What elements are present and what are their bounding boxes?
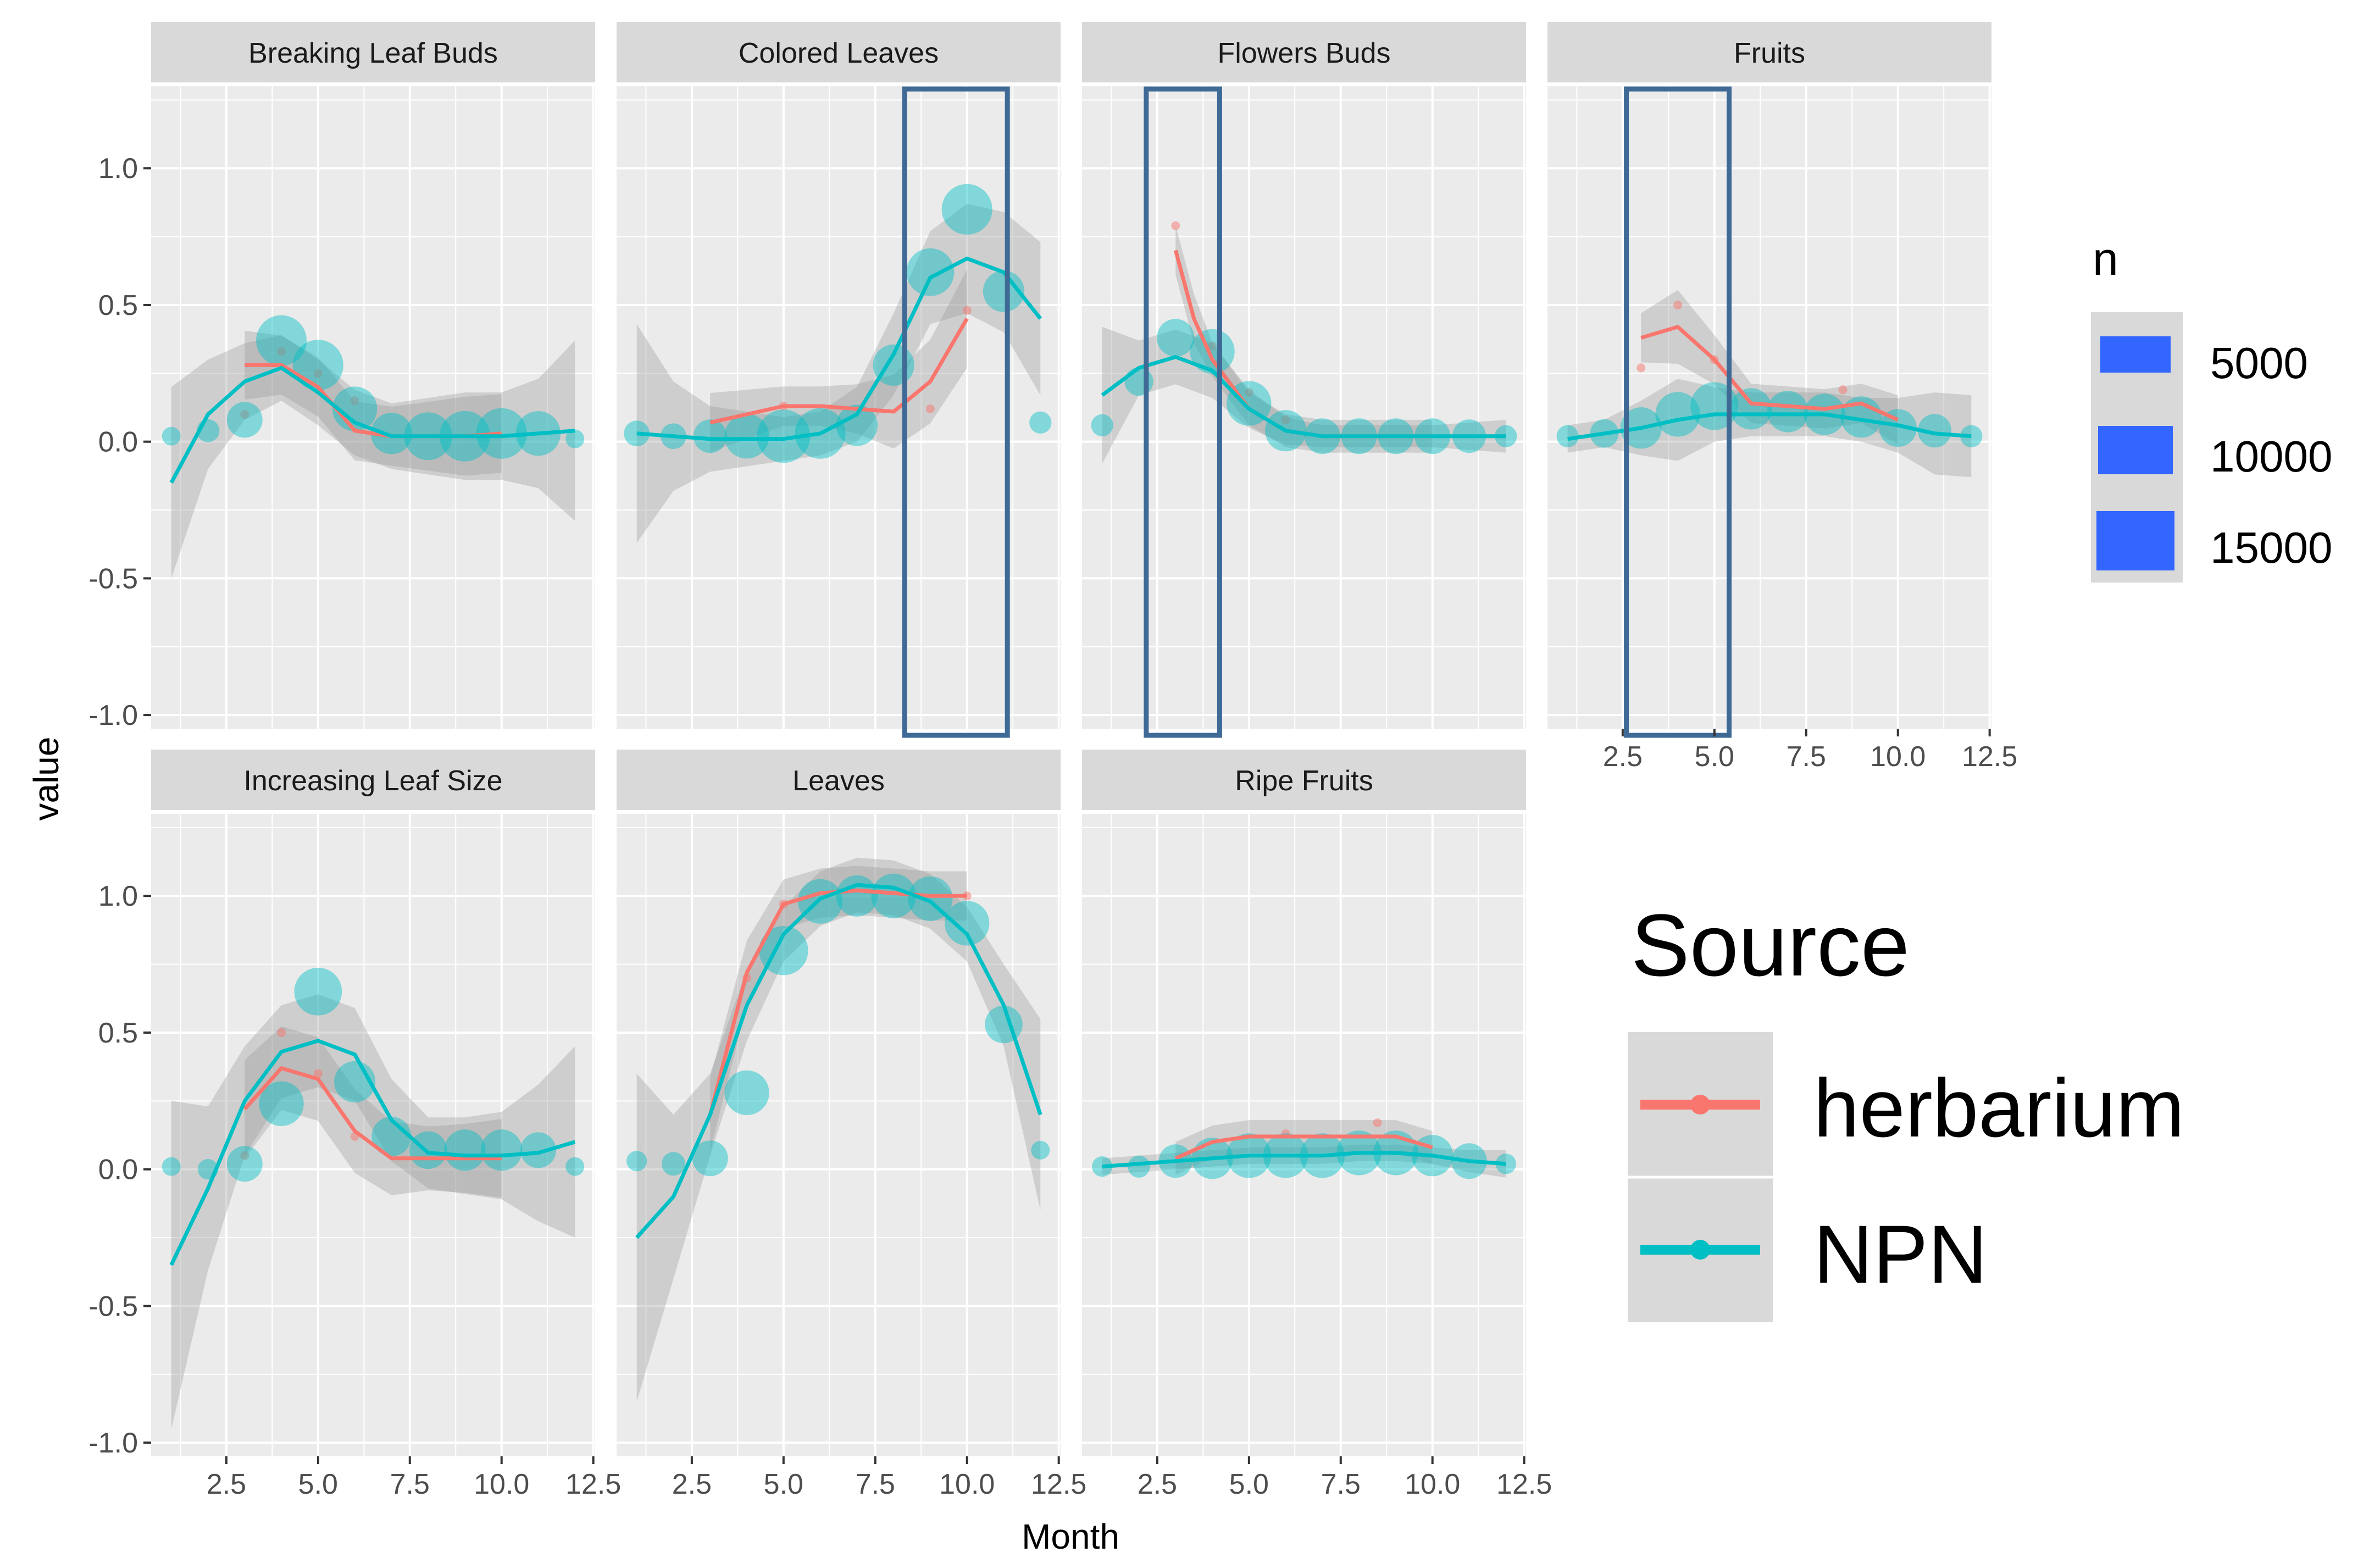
npn-legend-point (1690, 1240, 1710, 1260)
herbarium-point (1636, 363, 1645, 372)
y-tick-label: 1.0 (98, 153, 138, 185)
herbarium-point (963, 306, 972, 315)
npn-point (798, 879, 842, 924)
npn-point (1767, 391, 1808, 432)
x-tick-label: 12.5 (565, 1468, 621, 1500)
size-legend: n 5000 10000 15000 (2091, 233, 2332, 583)
npn-point (724, 1071, 769, 1115)
y-tick-label: -0.5 (88, 563, 138, 595)
npn-point (942, 184, 992, 235)
x-tick-label: 10.0 (1870, 741, 1926, 773)
x-tick-label: 2.5 (1138, 1468, 1177, 1500)
x-tick-label: 12.5 (1031, 1468, 1086, 1500)
x-tick-label: 10.0 (474, 1468, 529, 1500)
herbarium-point (1373, 1118, 1382, 1127)
y-tick-label: 0.5 (98, 290, 138, 321)
npn-point (294, 968, 342, 1016)
facet-fruits: Fruits (1547, 22, 1991, 729)
facet-breaking-leaf-buds: Breaking Leaf Buds (151, 22, 595, 729)
npn-point (1128, 1156, 1150, 1178)
facet-title-increasing-leaf-size: Increasing Leaf Size (243, 765, 502, 797)
facet-title-ripe-fruits: Ripe Fruits (1235, 765, 1373, 797)
npn-point (481, 1129, 522, 1171)
y-axis-label: value (26, 737, 66, 821)
npn-point (945, 901, 989, 945)
x-tick-label: 2.5 (207, 1468, 246, 1500)
npn-point (1125, 367, 1153, 396)
x-tick-label: 12.5 (1496, 1468, 1552, 1500)
size-legend-key-15000 (2096, 511, 2174, 570)
herbarium-legend-label: herbarium (1813, 1062, 2184, 1154)
npn-point (565, 1157, 584, 1176)
x-axis-label: Month (1022, 1517, 1119, 1556)
x-tick-label: 5.0 (764, 1468, 803, 1500)
herbarium-legend-point (1690, 1095, 1710, 1115)
x-tick-label: 5.0 (298, 1468, 338, 1500)
npn-point (1157, 319, 1195, 357)
facet-title-colored-leaves: Colored Leaves (739, 37, 939, 69)
x-tick-label: 7.5 (856, 1468, 895, 1500)
herbarium-point (277, 1028, 286, 1037)
size-legend-title: n (2093, 233, 2118, 285)
y-tick-label: -1.0 (88, 1427, 138, 1459)
herbarium-point (926, 404, 935, 413)
npn-point (1730, 388, 1772, 429)
x-tick-label: 12.5 (1962, 741, 2017, 773)
y-tick-label: -1.0 (88, 700, 138, 731)
facet-title-fruits: Fruits (1734, 37, 1805, 69)
npn-point (227, 402, 263, 437)
npn-point (626, 1151, 647, 1171)
npn-legend-label: NPN (1813, 1208, 1988, 1300)
npn-point (227, 1146, 263, 1182)
facet-leaves: Leaves (617, 750, 1061, 1456)
x-tick-label: 7.5 (1321, 1468, 1361, 1500)
npn-point (907, 248, 955, 296)
y-tick-label: 1.0 (98, 880, 138, 912)
x-tick-label: 10.0 (939, 1468, 995, 1500)
herbarium-point (1171, 221, 1180, 230)
npn-point (1029, 412, 1051, 434)
npn-point (444, 1129, 485, 1171)
facet-colored-leaves: Colored Leaves (617, 22, 1061, 729)
x-tick-label: 10.0 (1405, 1468, 1460, 1500)
facet-title-leaves: Leaves (792, 765, 885, 797)
npn-point (162, 427, 181, 446)
npn-point (662, 1152, 685, 1176)
y-tick-label: 0.0 (98, 426, 138, 458)
herbarium-point (1839, 385, 1848, 394)
size-legend-label-10000: 10000 (2210, 432, 2332, 481)
y-tick-label: 0.0 (98, 1154, 138, 1186)
x-tick-label: 7.5 (1787, 741, 1826, 773)
facet-title-breaking-leaf-buds: Breaking Leaf Buds (248, 37, 498, 69)
x-tick-label: 5.0 (1229, 1468, 1269, 1500)
herbarium-point (1673, 301, 1682, 309)
source-legend-title: Source (1631, 896, 1910, 994)
npn-point (1031, 1141, 1050, 1160)
size-legend-label-5000: 5000 (2210, 339, 2308, 387)
facet-increasing-leaf-size: Increasing Leaf Size (151, 750, 595, 1456)
npn-point (1091, 414, 1113, 436)
x-tick-label: 7.5 (390, 1468, 430, 1500)
source-legend: Source herbarium NPN (1628, 896, 2184, 1322)
x-tick-label: 5.0 (1695, 741, 1734, 773)
size-legend-key-5000 (2100, 336, 2171, 373)
y-tick-label: -0.5 (88, 1290, 138, 1322)
x-tick-label: 2.5 (1603, 741, 1643, 773)
facet-ripe-fruits: Ripe Fruits (1082, 750, 1526, 1456)
npn-point (1190, 329, 1234, 374)
npn-point (409, 1132, 447, 1169)
npn-point (162, 1157, 181, 1176)
size-legend-key-10000 (2098, 426, 2173, 474)
facet-title-flowers-buds: Flowers Buds (1218, 37, 1391, 69)
x-tick-label: 2.5 (672, 1468, 712, 1500)
size-legend-label-15000: 15000 (2210, 523, 2332, 572)
y-tick-label: 0.5 (98, 1017, 138, 1049)
